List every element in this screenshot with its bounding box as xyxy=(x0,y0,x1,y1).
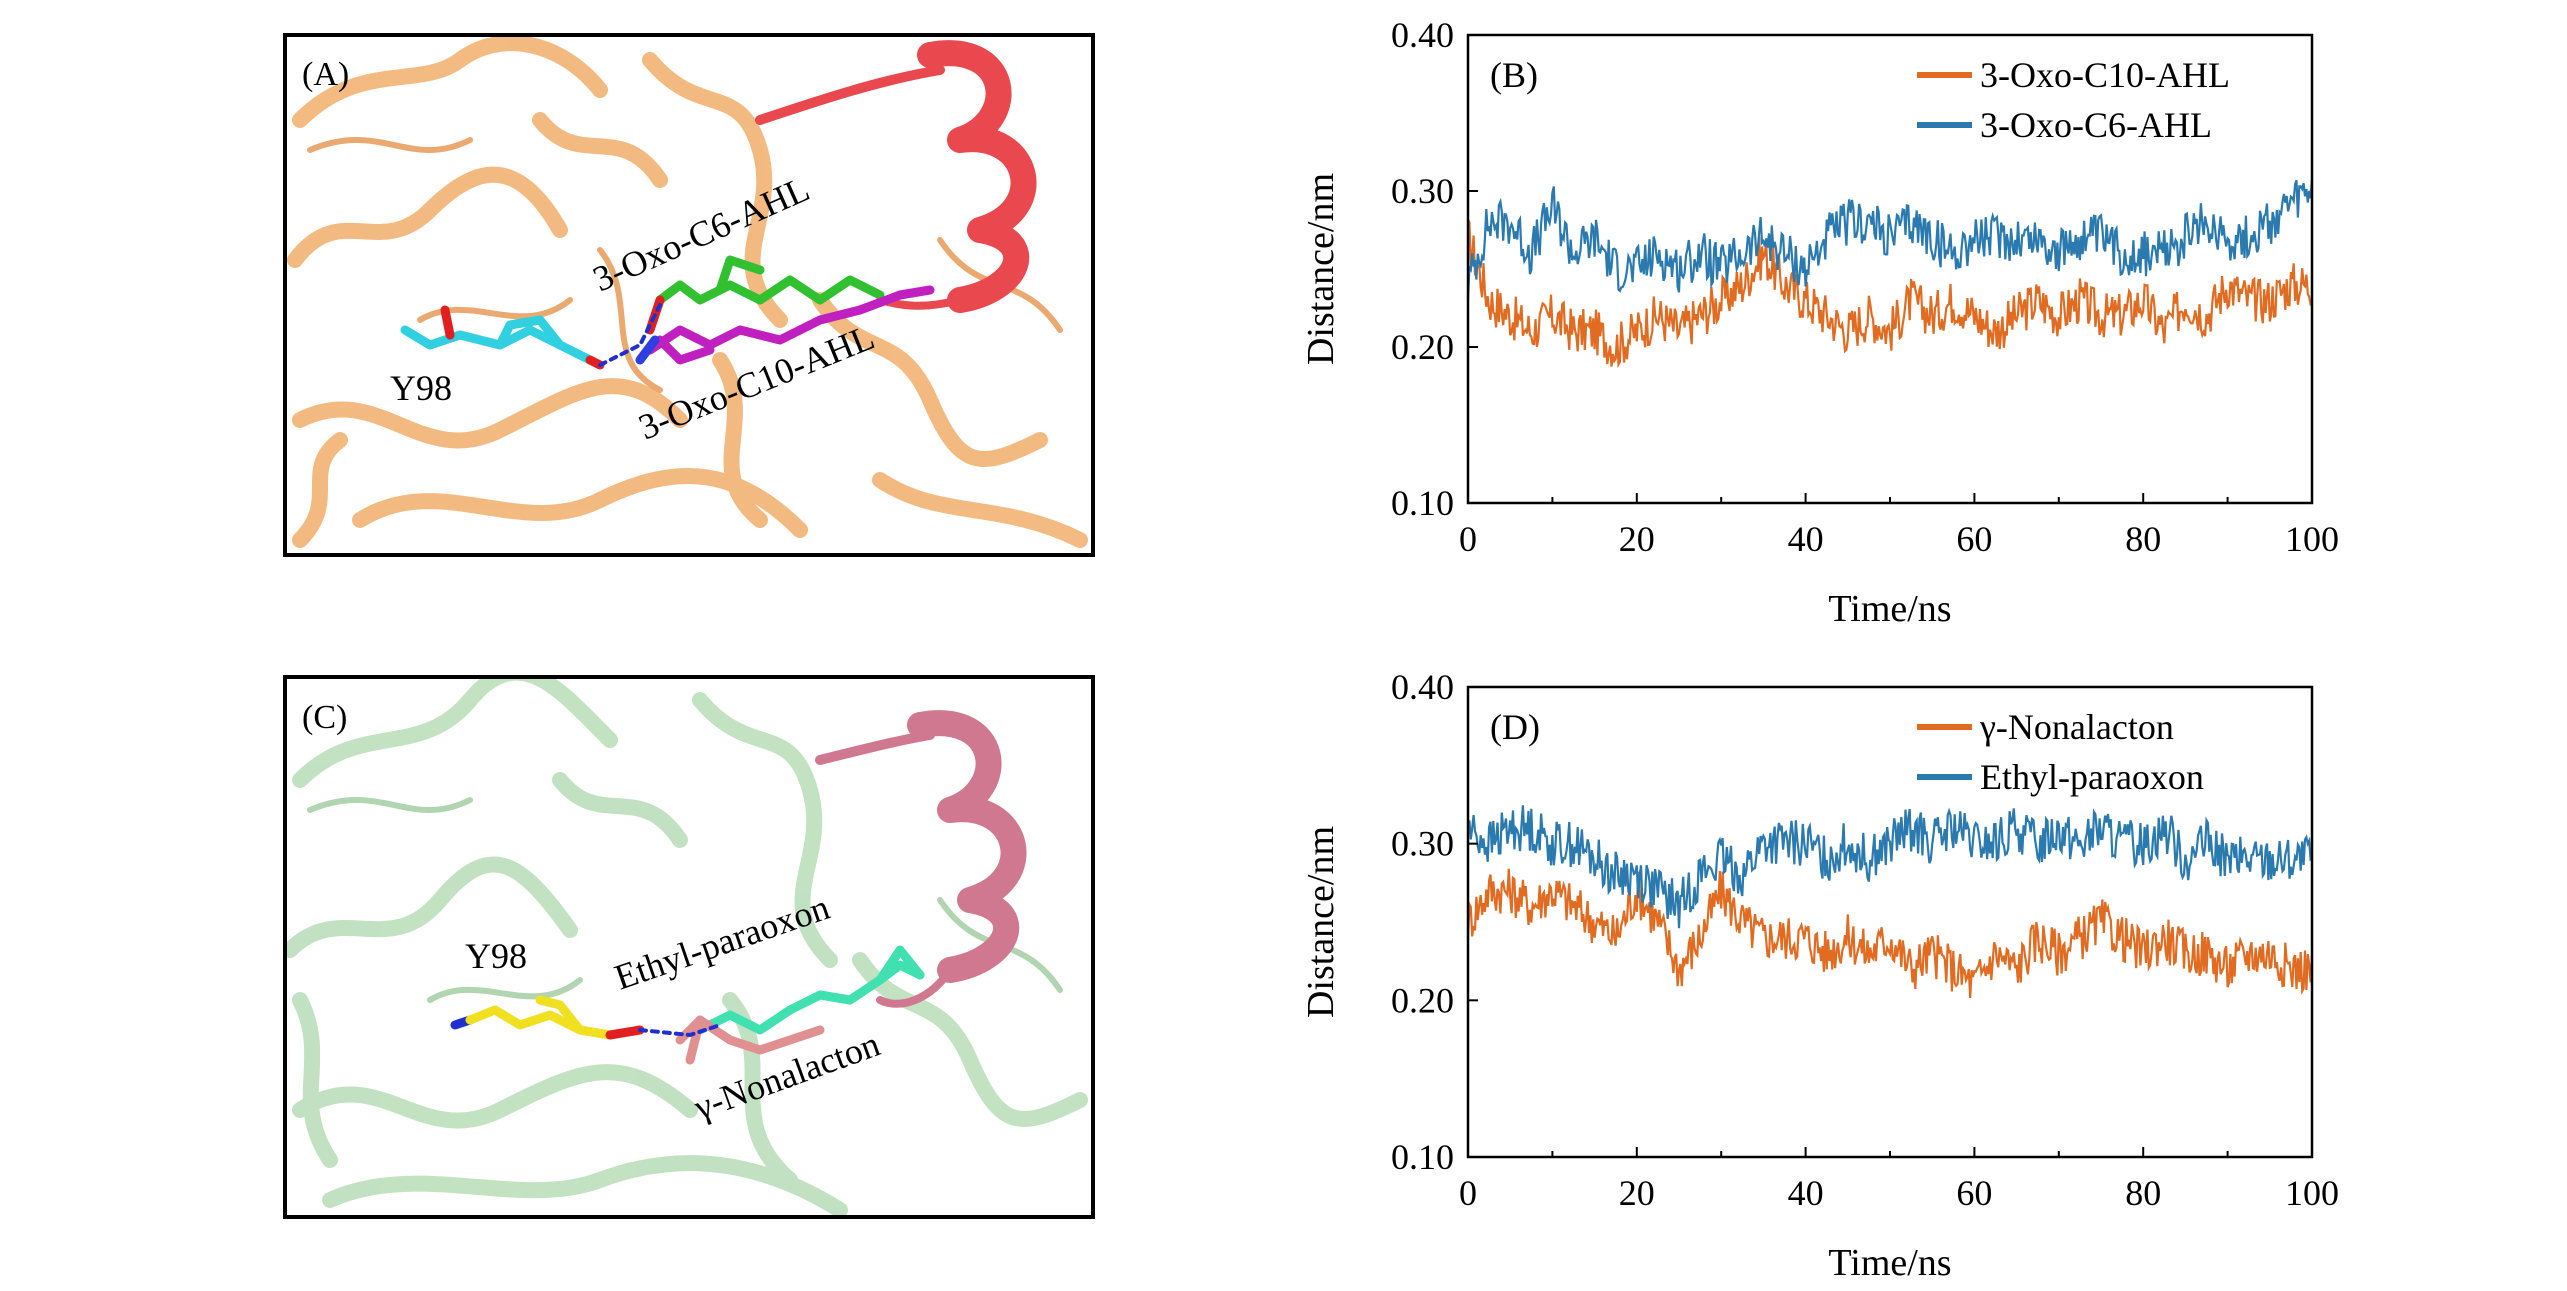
panel-c-frame xyxy=(283,675,1095,1219)
chart-d-xtick-label: 60 xyxy=(1956,1173,1992,1213)
chart-b-series-line-1 xyxy=(1467,219,2313,369)
panel-a-label: (A) xyxy=(302,56,349,93)
ligand-nonalacton-sticks xyxy=(675,1015,825,1065)
chart-b-ylabel: Distance/nm xyxy=(1300,173,1342,365)
panel-a-structure: (A) Y98 3-Oxo-C6-AHL 3-Oxo-C10-AHL xyxy=(283,33,1095,557)
panel-c-label: (C) xyxy=(302,699,347,736)
panel-c-residue-label: Y98 xyxy=(465,936,527,976)
ligand-c10-sticks xyxy=(635,285,935,365)
panel-a-frame xyxy=(283,33,1095,557)
chart-b-xtick-label: 60 xyxy=(1956,519,1992,559)
chart-d-ytick-label: 0.10 xyxy=(1391,1137,1454,1177)
protein-ribbon-c xyxy=(285,677,1088,1217)
chart-d-ytick-label: 0.20 xyxy=(1391,980,1454,1020)
chart-b-panel-label: (B) xyxy=(1490,55,1538,95)
chart-b-xtick-label: 80 xyxy=(2125,519,2161,559)
hydrogen-bond-c xyxy=(638,1023,722,1037)
chart-d-panel-label: (D) xyxy=(1490,707,1540,747)
panel-c-structure: (C) Y98 Ethyl-paraoxon γ-Nonalacton xyxy=(283,675,1095,1219)
chart-b-xtick-label: 100 xyxy=(2285,519,2339,559)
chart-b-xtick-label: 0 xyxy=(1459,519,1477,559)
chart-d-legend-label: γ-Nonalacton xyxy=(1979,707,2174,747)
chart-d-ytick-label: 0.40 xyxy=(1391,667,1454,707)
chart-d-xtick-label: 100 xyxy=(2285,1173,2339,1213)
chart-b-legend-label: 3-Oxo-C6-AHL xyxy=(1980,105,2212,145)
hydrogen-bond xyxy=(598,303,662,367)
chart-d-xtick-label: 0 xyxy=(1459,1173,1477,1213)
chart-d-ytick-label: 0.30 xyxy=(1391,824,1454,864)
panel-a-residue-label: Y98 xyxy=(390,368,452,408)
chart-b-xtick-label: 40 xyxy=(1788,519,1824,559)
chart-b: 0 20 40 60 80 100 0.10 0.20 0.30 0.40 Time/ns Dista… xyxy=(1300,15,2339,630)
chart-d-series-line-1 xyxy=(1466,868,2314,998)
chart-d-legend-label: Ethyl-paraoxon xyxy=(1980,757,2204,797)
chart-d-xtick-label: 40 xyxy=(1788,1173,1824,1213)
chart-b-ytick-label: 0.40 xyxy=(1391,15,1454,55)
chart-b-ytick-label: 0.20 xyxy=(1391,327,1454,367)
chart-d-xtick-label: 80 xyxy=(2125,1173,2161,1213)
helix-pink xyxy=(815,710,1027,1008)
chart-d-series-line-2 xyxy=(1466,805,2313,929)
chart-b-xtick-label: 20 xyxy=(1619,519,1655,559)
chart-b-ytick-label: 0.30 xyxy=(1391,171,1454,211)
chart-d-xlabel: Time/ns xyxy=(1828,1242,1951,1284)
protein-ribbon xyxy=(287,35,1088,548)
residue-y98-sticks xyxy=(400,305,605,370)
chart-d-xtick-label: 20 xyxy=(1619,1173,1655,1213)
chart-b-legend-label: 3-Oxo-C10-AHL xyxy=(1980,55,2230,95)
chart-d: 0 20 40 60 80 100 0.10 0.20 0.30 0.40 Time/ns Dista… xyxy=(1300,667,2339,1284)
chart-b-ytick-label: 0.10 xyxy=(1391,483,1454,523)
chart-b-xlabel: Time/ns xyxy=(1828,588,1951,630)
chart-d-ylabel: Distance/nm xyxy=(1300,826,1342,1018)
chart-b-series-line-2 xyxy=(1466,177,2314,301)
